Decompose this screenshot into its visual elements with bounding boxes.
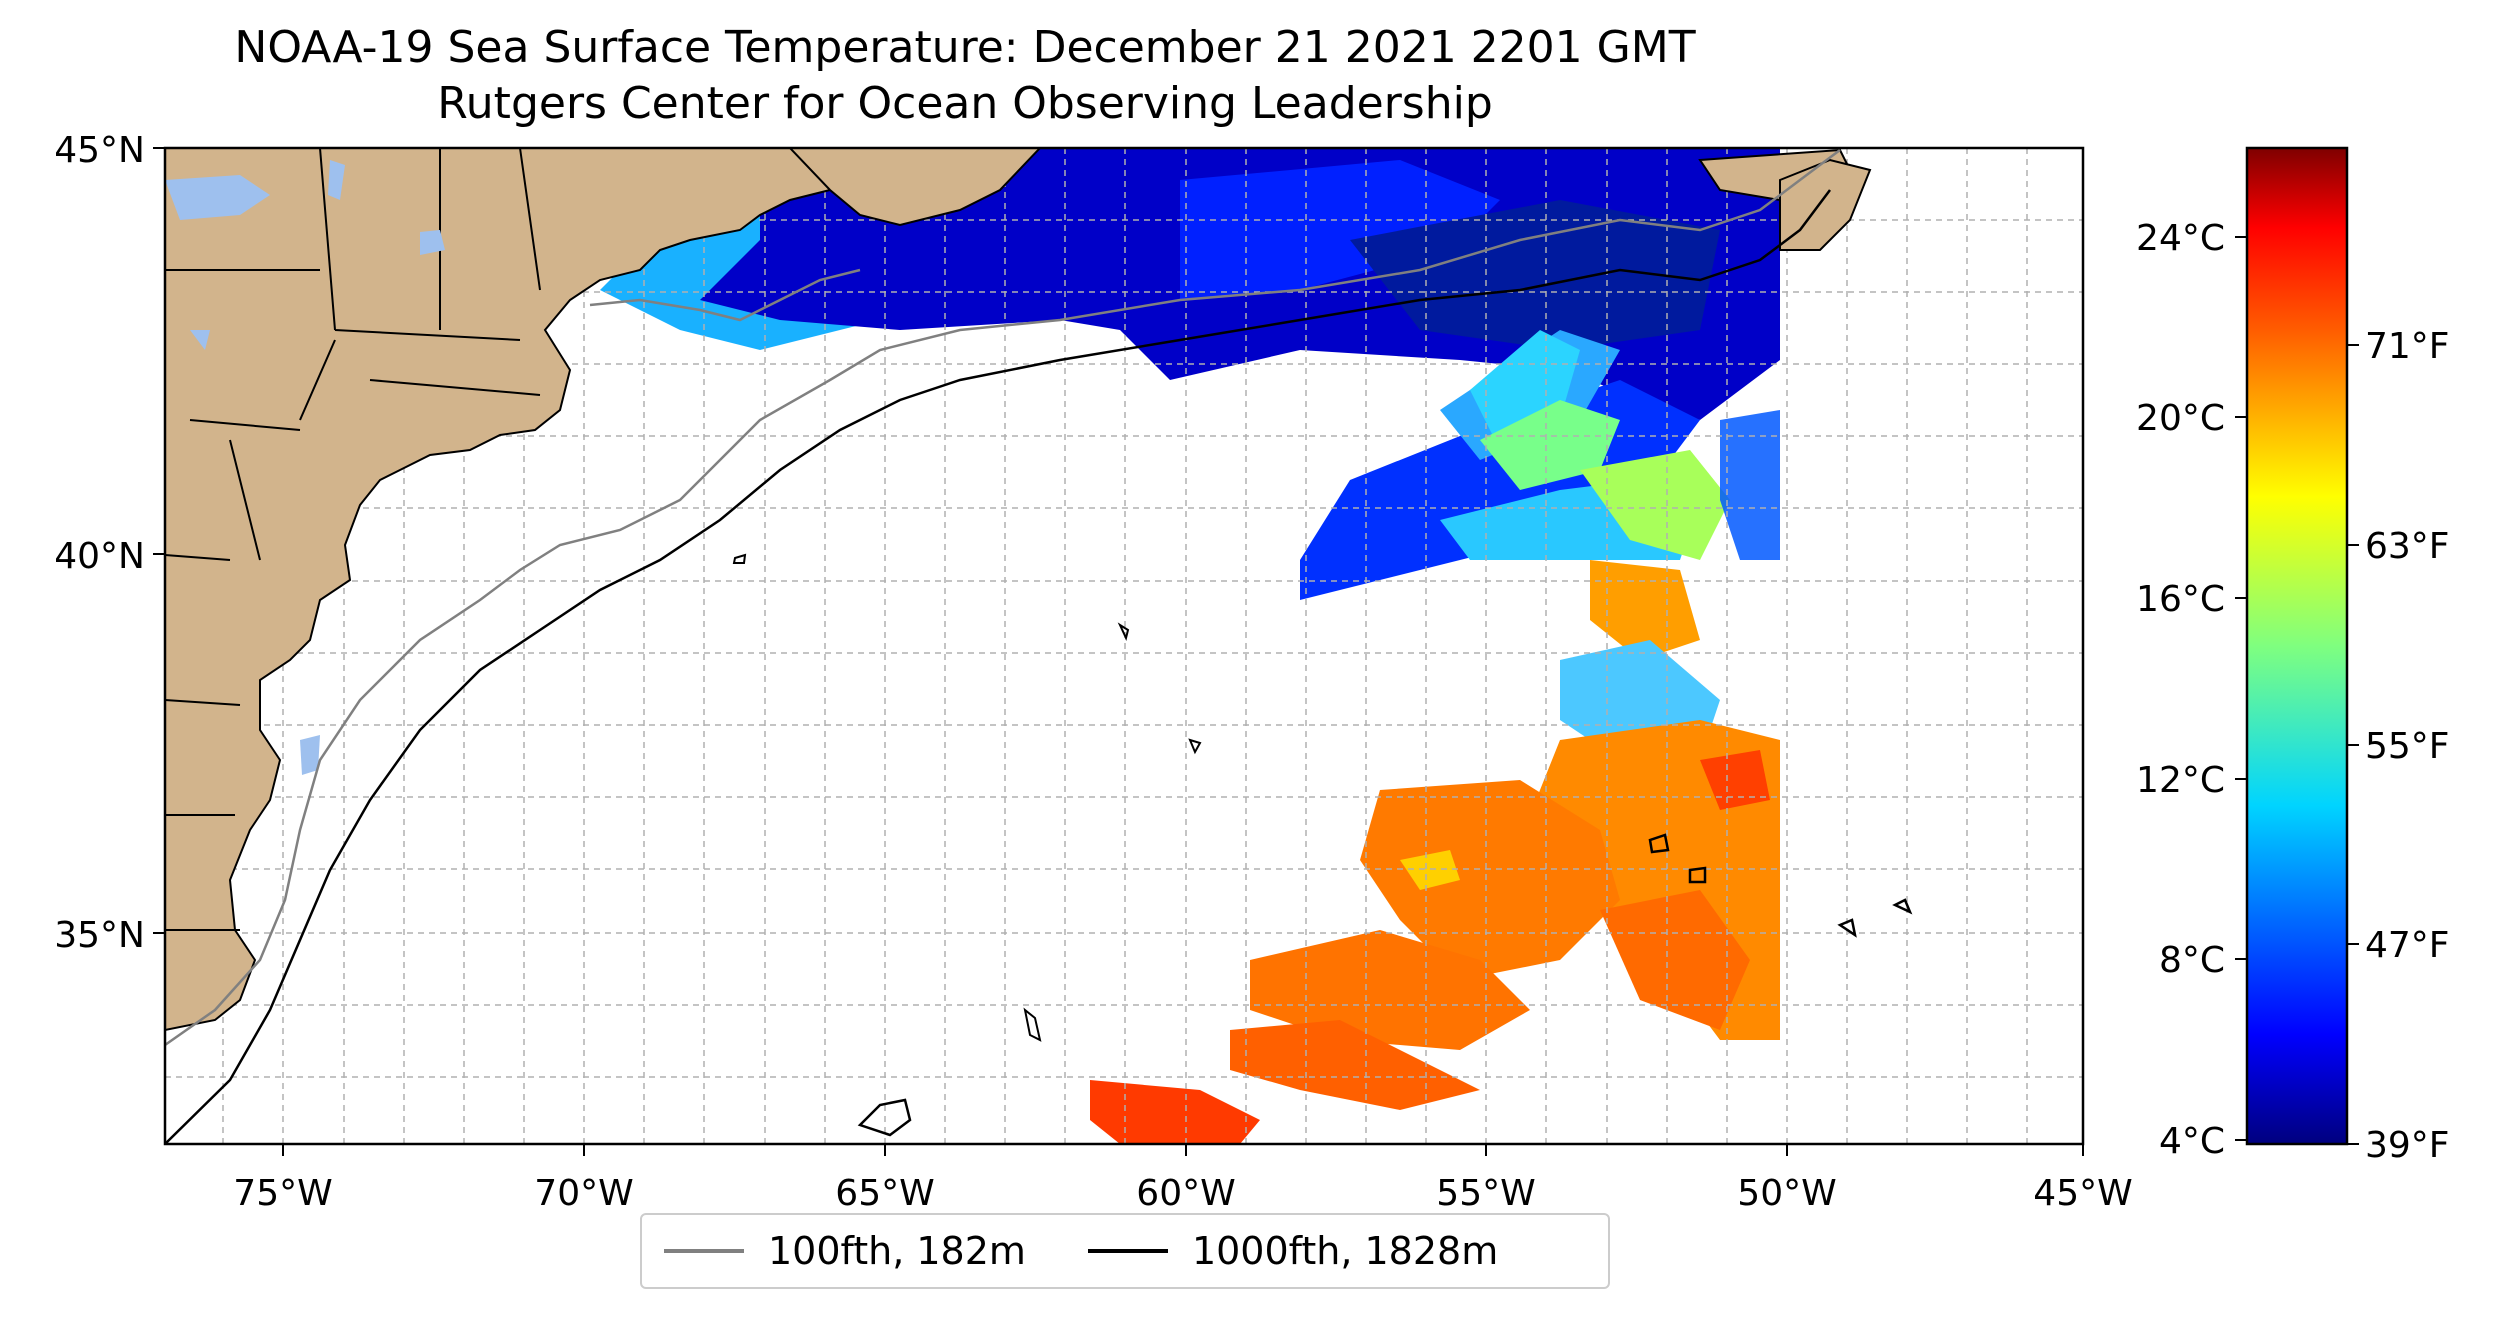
islands [732, 553, 1202, 1042]
celsius-tick-label: 20°C [2136, 398, 2225, 439]
map-frame [163, 146, 2085, 1146]
lat-axis [153, 147, 165, 934]
legend-swatch-black-line [1087, 1249, 1168, 1253]
legend-label: 1000fth, 1828m [1191, 1229, 1499, 1273]
figure-title: NOAA-19 Sea Surface Temperature: Decembe… [234, 22, 1696, 73]
contour-1000fth [165, 189, 1913, 1144]
legend-entry-1000fth: 1000fth, 1828m [1087, 1229, 1499, 1273]
contour-legend: 100fth, 182m 1000fth, 1828m [640, 1213, 1610, 1289]
fahrenheit-tick-label: 39°F [2365, 1125, 2450, 1166]
lon-tick-label: 55°W [1436, 1173, 1535, 1214]
lon-axis [282, 1144, 2084, 1156]
legend-swatch-gray-line [664, 1249, 744, 1253]
lat-tick-label: 40°N [54, 536, 145, 577]
legend-entry-100fth: 100fth, 182m [664, 1229, 1026, 1273]
lon-tick-label: 75°W [233, 1173, 332, 1214]
colorbar: 24°C 20°C 16°C 12°C 8°C 4°C 71°F 63°F 55… [2136, 146, 2450, 1166]
lon-tick-label: 70°W [534, 1173, 633, 1214]
map-panel [163, 146, 2085, 1146]
lon-tick-label: 45°W [2033, 1173, 2132, 1214]
lon-tick-label: 50°W [1737, 1173, 1836, 1214]
colorbar-gradient [2245, 146, 2349, 1146]
sst-mid-region [1440, 330, 1780, 760]
fahrenheit-tick-label: 71°F [2365, 326, 2450, 367]
celsius-tick-label: 24°C [2136, 218, 2225, 259]
fahrenheit-tick-label: 55°F [2365, 726, 2450, 767]
land [165, 148, 1872, 1032]
contour-100fth [165, 149, 1841, 1047]
celsius-tick-label: 4°C [2159, 1121, 2225, 1162]
lat-tick-labels: 45°N 40°N 35°N [54, 130, 145, 956]
celsius-tick-label: 16°C [2136, 579, 2225, 620]
figure-subtitle: Rutgers Center for Ocean Observing Leade… [437, 78, 1493, 129]
lon-tick-label: 60°W [1136, 1173, 1235, 1214]
celsius-tick-label: 12°C [2136, 760, 2225, 801]
lat-tick-label: 45°N [54, 130, 145, 171]
fahrenheit-tick-label: 63°F [2365, 526, 2450, 567]
fahrenheit-tick-label: 47°F [2365, 925, 2450, 966]
lon-tick-labels: 75°W 70°W 65°W 60°W 55°W 50°W 45°W [233, 1173, 2132, 1214]
lon-tick-label: 65°W [835, 1173, 934, 1214]
lat-tick-label: 35°N [54, 915, 145, 956]
sst-warm-region [1090, 720, 1780, 1144]
celsius-tick-label: 8°C [2159, 940, 2225, 981]
legend-label: 100fth, 182m [768, 1229, 1026, 1273]
